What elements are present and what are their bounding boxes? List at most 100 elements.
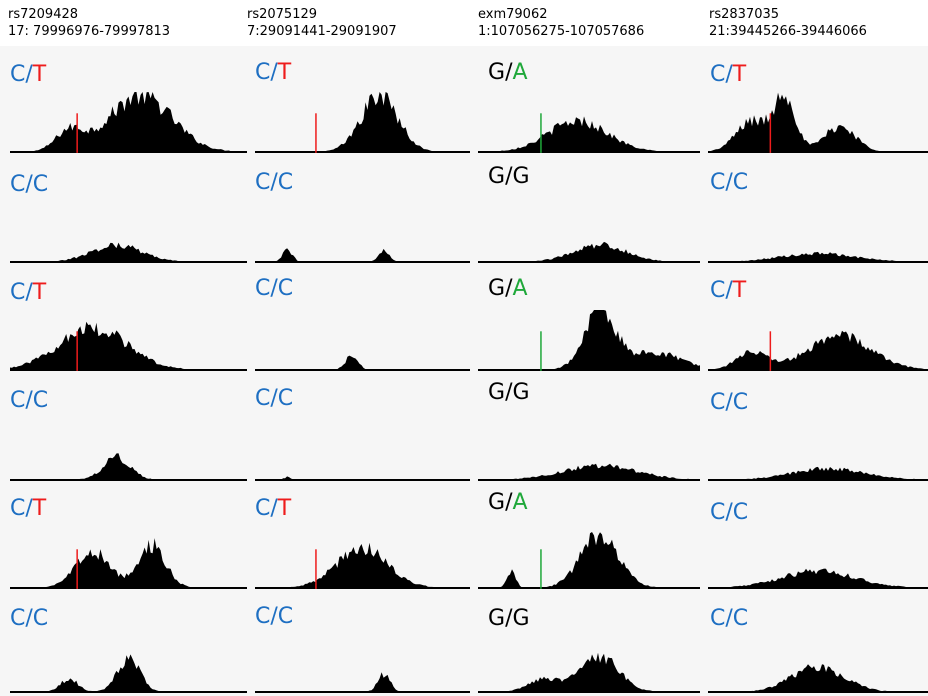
coverage-track [478,532,700,589]
genotype-label: G/A [488,490,528,516]
coverage-track [255,248,470,263]
allele-2: C [277,170,294,195]
track-row [0,374,928,484]
allele-1: C [710,170,726,195]
coverage-area [708,466,928,481]
coverage-track [708,330,928,371]
genomic-region: 17: 79996976-79997813 [8,24,171,39]
allele-1: G [488,490,506,515]
coverage-track [255,92,470,153]
allele-separator: / [505,380,513,405]
genotype-label: C/C [10,606,48,632]
track-row [0,156,928,266]
genotype-label: C/C [255,604,293,630]
allele-2: C [732,500,749,525]
allele-2: T [732,278,747,303]
coverage-area [10,453,247,481]
variant-marker [540,549,542,589]
variant-marker [540,331,542,371]
genotype-label: C/C [710,390,748,416]
coverage-track [478,463,700,481]
coverage-track [708,92,928,153]
allele-separator: / [505,276,513,301]
coverage-area [478,532,700,589]
allele-1: C [255,386,271,411]
allele-1: C [255,604,271,629]
coverage-area [708,251,928,263]
allele-2: C [32,388,49,413]
allele-1: G [488,164,506,189]
coverage-area [478,652,700,693]
coverage-area [478,241,700,263]
allele-separator: / [25,62,33,87]
column-header: exm79062 1:107056275-107057686 [478,6,644,40]
allele-separator: / [25,496,33,521]
genotype-label: C/C [10,172,48,198]
allele-separator: / [505,490,513,515]
allele-1: C [710,390,726,415]
genotype-label: C/T [10,496,46,522]
allele-2: G [512,606,530,631]
coverage-track [10,321,247,371]
allele-separator: / [25,280,33,305]
genotype-label: C/T [255,496,291,522]
genotype-label: C/T [10,62,46,88]
allele-separator: / [725,390,733,415]
allele-2: C [732,606,749,631]
coverage-area [255,92,470,153]
allele-2: T [277,60,292,85]
snp-id: exm79062 [478,7,548,22]
allele-1: C [10,496,26,521]
coverage-track [10,453,247,481]
allele-1: G [488,380,506,405]
coverage-track [255,672,470,693]
variant-marker [769,113,772,153]
allele-separator: / [725,170,733,195]
variant-marker [76,549,78,589]
coverage-area [478,116,700,153]
genotype-label: C/C [710,606,748,632]
coverage-area [478,310,700,371]
allele-2: C [32,172,49,197]
allele-separator: / [505,60,513,85]
coverage-area [10,242,247,263]
genotype-label: C/T [710,62,746,88]
coverage-track [478,241,700,263]
genotype-label: C/T [10,280,46,306]
coverage-area [10,654,247,693]
allele-2: C [732,170,749,195]
coverage-track [10,242,247,263]
allele-2: T [732,62,747,87]
allele-separator: / [505,606,513,631]
coverage-area [255,672,470,693]
allele-separator: / [725,606,733,631]
variant-marker [315,113,317,153]
allele-2: T [32,280,47,305]
snp-id: rs7209428 [8,7,79,22]
coverage-track [478,652,700,693]
genotype-label: G/G [488,380,530,406]
allele-separator: / [270,276,278,301]
genomic-region: 7:29091441-29091907 [247,24,397,39]
allele-2: T [277,496,292,521]
genotype-label: C/T [255,60,291,86]
track-row [0,592,928,696]
allele-2: A [512,490,528,515]
genotype-label: C/T [710,278,746,304]
allele-separator: / [725,62,733,87]
allele-separator: / [270,170,278,195]
coverage-area [10,92,247,153]
coverage-track [478,310,700,371]
allele-1: C [10,62,26,87]
allele-separator: / [270,386,278,411]
allele-2: A [512,60,528,85]
coverage-area [255,355,470,371]
allele-2: C [277,604,294,629]
allele-2: C [277,276,294,301]
coverage-track [255,355,470,371]
coverage-track [255,476,470,481]
allele-1: C [255,496,271,521]
allele-2: C [32,606,49,631]
allele-1: C [710,606,726,631]
allele-separator: / [25,606,33,631]
